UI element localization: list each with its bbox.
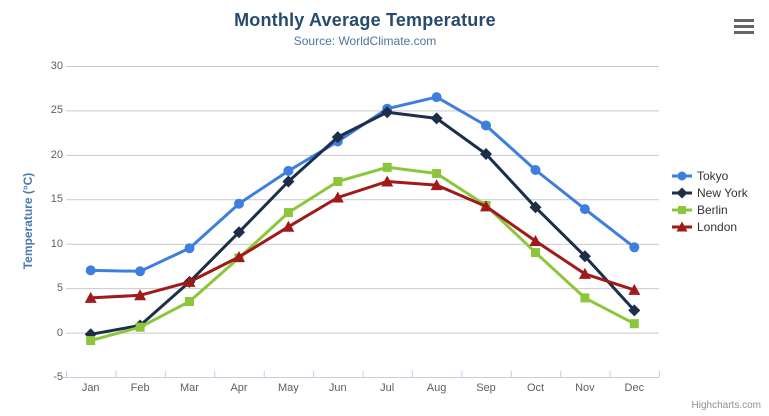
y-axis-label: 30 (50, 60, 63, 72)
series-marker (431, 92, 442, 103)
series-line-london (90, 180, 635, 300)
legend-label: New York (697, 185, 748, 200)
series-marker (233, 251, 245, 262)
series-marker (481, 120, 491, 131)
legend-item-berlin[interactable]: Berlin (672, 201, 748, 218)
series-marker (184, 243, 195, 254)
series-marker (185, 297, 194, 306)
legend-item-london[interactable]: London (672, 218, 748, 235)
x-axis-label: Mar (180, 382, 199, 394)
series-marker (283, 165, 294, 176)
series-marker (283, 208, 293, 218)
x-axis-label: May (278, 382, 299, 394)
credits-link[interactable]: Highcharts.com (691, 400, 761, 411)
series-marker (333, 177, 343, 186)
x-axis-label: Jul (380, 382, 395, 394)
series-marker (480, 200, 492, 212)
series-marker (676, 221, 688, 231)
series-line-berlin (90, 165, 635, 343)
series-marker (331, 191, 344, 203)
series-marker (135, 322, 145, 332)
series-marker (628, 304, 641, 317)
series-marker (628, 283, 641, 295)
series-marker (382, 162, 392, 172)
x-axis-label: Jan (81, 382, 100, 394)
series-marker (531, 248, 540, 258)
series-marker (233, 226, 245, 239)
chart-subtitle: Source: WorldClimate.com (293, 34, 437, 48)
series-marker (430, 179, 443, 191)
series-marker (183, 275, 196, 287)
x-axis-label: Apr (230, 382, 248, 394)
series-marker (529, 235, 542, 246)
x-axis-label: Dec (624, 382, 645, 394)
chart-title: Monthly Average Temperature (234, 10, 496, 30)
series-marker (85, 265, 96, 276)
series-marker (432, 169, 442, 178)
series-marker (579, 204, 590, 215)
series-marker (234, 198, 244, 209)
x-axis-label: Aug (426, 382, 447, 394)
legend: Tokyo New York Berlin London (672, 167, 748, 235)
x-axis-label: Jun (328, 382, 347, 394)
y-axis-label: 10 (50, 237, 63, 250)
x-axis-label: Sep (476, 382, 496, 394)
legend-item-tokyo[interactable]: Tokyo (672, 167, 748, 184)
series-marker (578, 250, 591, 263)
legend-label: London (697, 219, 738, 234)
y-axis-label: 5 (56, 282, 63, 295)
export-menu-button[interactable] (734, 19, 754, 36)
series-marker (678, 205, 686, 214)
series-marker (282, 220, 295, 232)
series-marker (529, 201, 542, 214)
series-marker (580, 293, 590, 303)
legend-marker-circle (672, 171, 692, 180)
y-axis-label: 20 (50, 148, 63, 161)
hamburger-icon (734, 19, 754, 22)
series-marker (134, 289, 147, 301)
y-axis-label: -5 (53, 371, 63, 383)
x-axis-label: Oct (526, 382, 545, 394)
y-axis-label: 15 (50, 193, 63, 206)
series-marker (282, 175, 295, 188)
series-marker (86, 336, 96, 346)
legend-item-new-york[interactable]: New York (672, 184, 748, 201)
x-axis-label: Feb (130, 382, 150, 394)
series-marker (84, 291, 97, 303)
series-marker (629, 319, 639, 329)
series-marker (381, 106, 394, 119)
series-marker (331, 131, 344, 144)
x-axis-label: Nov (575, 382, 595, 394)
series-marker (480, 148, 492, 160)
legend-marker-triangle (672, 221, 692, 231)
y-axis-label: 0 (56, 326, 63, 339)
series-marker (629, 242, 640, 253)
legend-label: Berlin (697, 202, 728, 217)
series-marker (676, 187, 688, 198)
series-marker (677, 171, 687, 180)
legend-marker-diamond (672, 187, 692, 198)
series-marker (578, 267, 591, 279)
series-marker (430, 112, 443, 125)
series-marker (530, 165, 541, 175)
legend-marker-square (672, 205, 692, 214)
y-axis-label: 25 (50, 104, 63, 117)
legend-label: Tokyo (697, 168, 729, 183)
series-marker (135, 266, 146, 277)
series-line-new-york (90, 110, 636, 336)
series-marker (381, 175, 394, 187)
